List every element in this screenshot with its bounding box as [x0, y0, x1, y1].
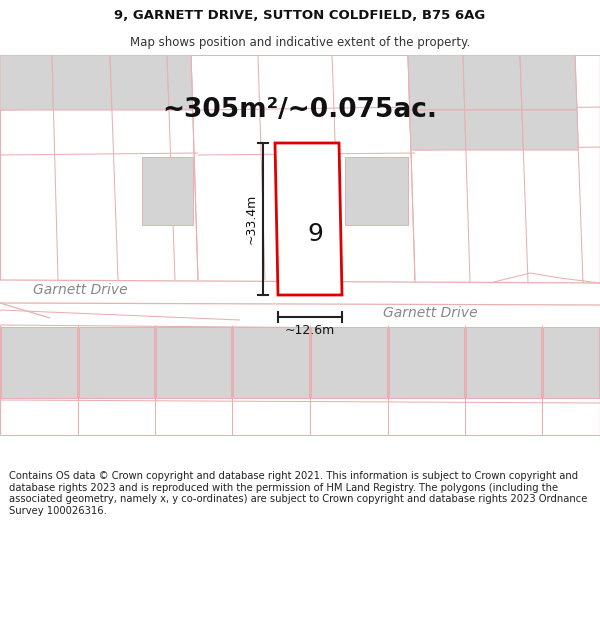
Text: 9: 9	[307, 222, 323, 246]
Polygon shape	[52, 55, 112, 110]
Polygon shape	[275, 143, 342, 295]
Text: Garnett Drive: Garnett Drive	[383, 306, 478, 320]
Polygon shape	[408, 55, 464, 110]
Text: ~33.4m: ~33.4m	[245, 194, 258, 244]
Polygon shape	[345, 157, 408, 225]
Polygon shape	[410, 110, 466, 150]
Text: ~12.6m: ~12.6m	[285, 324, 335, 337]
Polygon shape	[389, 327, 464, 398]
Polygon shape	[167, 55, 193, 110]
Polygon shape	[79, 327, 154, 398]
Text: Garnett Drive: Garnett Drive	[32, 283, 127, 297]
Text: Contains OS data © Crown copyright and database right 2021. This information is : Contains OS data © Crown copyright and d…	[9, 471, 587, 516]
Polygon shape	[520, 55, 577, 110]
Polygon shape	[142, 157, 193, 225]
Polygon shape	[156, 327, 231, 398]
Polygon shape	[463, 55, 522, 110]
Polygon shape	[464, 110, 523, 150]
Polygon shape	[311, 327, 387, 398]
Polygon shape	[466, 327, 541, 398]
Text: Map shows position and indicative extent of the property.: Map shows position and indicative extent…	[130, 36, 470, 49]
Text: ~305m²/~0.075ac.: ~305m²/~0.075ac.	[163, 97, 437, 123]
Text: 9, GARNETT DRIVE, SUTTON COLDFIELD, B75 6AG: 9, GARNETT DRIVE, SUTTON COLDFIELD, B75 …	[115, 9, 485, 22]
Polygon shape	[522, 110, 578, 150]
Polygon shape	[110, 55, 169, 110]
Polygon shape	[233, 327, 309, 398]
Polygon shape	[543, 327, 599, 398]
Polygon shape	[0, 55, 53, 110]
Polygon shape	[1, 327, 77, 398]
